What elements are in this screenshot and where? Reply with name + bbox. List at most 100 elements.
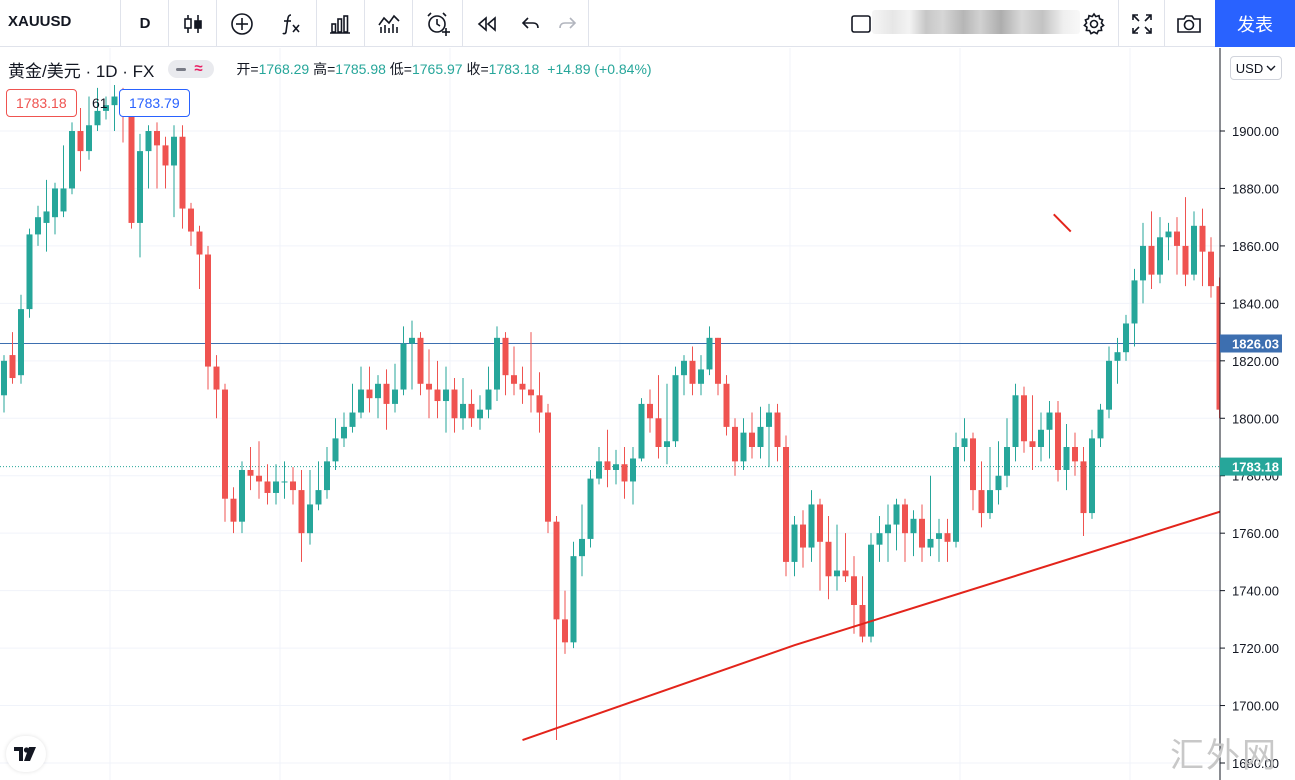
candle	[366, 366, 373, 413]
indicators-button[interactable]	[270, 0, 312, 47]
publish-button[interactable]: 发表	[1215, 0, 1295, 47]
candle-body	[1123, 323, 1129, 353]
interval-button[interactable]: D	[139, 15, 151, 32]
open-label: 开=	[236, 61, 259, 77]
candle	[128, 96, 135, 229]
alarm-add-icon	[427, 11, 450, 36]
candle-body	[1131, 280, 1138, 324]
candle-body	[69, 131, 75, 189]
price-chart[interactable]: 1900.00 1880.00 1860.00 1840.00 1820.00 1800.…	[0, 48, 1295, 780]
axis-tick-label: 1720.00	[1232, 641, 1279, 656]
short-drawn-line[interactable]	[1053, 213, 1072, 233]
high-label: 高=	[313, 61, 336, 77]
candle-body	[1182, 245, 1189, 275]
candle	[800, 510, 806, 568]
close-label: 收=	[466, 61, 489, 77]
candle	[1080, 447, 1087, 537]
snapshot-button[interactable]	[1170, 0, 1208, 47]
legend-symbol-name[interactable]: 黄金/美元 · 1D · FX	[8, 61, 155, 81]
candle-body	[885, 524, 891, 534]
chart-style-button[interactable]	[176, 0, 210, 47]
candle-body	[1106, 360, 1112, 410]
fullscreen-button[interactable]	[1124, 0, 1160, 47]
candle	[307, 469, 313, 545]
candle	[766, 403, 772, 468]
candle-body	[341, 426, 347, 439]
candle-body	[1174, 231, 1180, 246]
toolbar-divider	[1118, 0, 1119, 47]
candle-body	[859, 605, 866, 637]
candle-body	[570, 556, 577, 643]
candle	[392, 363, 398, 413]
candle	[613, 449, 619, 485]
candle	[332, 418, 339, 470]
candle-body	[137, 151, 143, 223]
candle-body	[638, 403, 645, 459]
redo-button[interactable]	[550, 0, 584, 47]
settings-button[interactable]	[1076, 0, 1112, 47]
candle	[290, 467, 296, 505]
replay-button[interactable]	[470, 0, 504, 47]
candle	[545, 403, 551, 534]
candle	[1063, 424, 1070, 491]
candle	[1157, 217, 1163, 284]
undo-button[interactable]	[514, 0, 548, 47]
candle-body	[205, 254, 211, 367]
alert-button[interactable]	[418, 0, 458, 47]
axis-tick-label: 1820.00	[1232, 354, 1279, 369]
candle	[749, 412, 755, 459]
candle-body	[485, 389, 492, 410]
candles-icon	[184, 14, 202, 33]
candle-body	[1089, 438, 1095, 514]
candle-body	[927, 538, 934, 548]
candle-body	[1021, 395, 1027, 442]
candle	[791, 515, 798, 577]
candle-body	[1191, 225, 1197, 275]
candle	[1114, 337, 1121, 384]
layout-button[interactable]	[843, 0, 879, 47]
candle-body	[511, 375, 517, 384]
currency-selector[interactable]: USD	[1230, 56, 1282, 80]
candle	[638, 398, 645, 462]
financials-button[interactable]	[322, 0, 358, 47]
drawings-layer[interactable]	[522, 213, 1271, 741]
candle-body	[851, 576, 857, 605]
candle	[927, 475, 934, 557]
trend-line[interactable]	[522, 494, 1271, 741]
candle	[885, 504, 891, 562]
legend-toggle-pill[interactable]: ≈	[168, 60, 215, 78]
buy-price-button[interactable]: 1783.79	[119, 89, 190, 117]
open-value: 1768.29	[258, 61, 310, 77]
candle-body	[179, 136, 186, 209]
tradingview-logo[interactable]	[6, 736, 46, 772]
axis-tick-label: 1900.00	[1232, 124, 1279, 139]
candle-body	[732, 426, 738, 462]
candle-body	[451, 389, 458, 419]
candle	[681, 355, 687, 396]
candle	[1046, 401, 1053, 459]
templates-button[interactable]	[370, 0, 408, 47]
candle	[536, 372, 543, 433]
candle-body	[672, 375, 679, 442]
candle-body	[740, 432, 747, 462]
candle-body	[664, 441, 670, 447]
sell-price-button[interactable]: 1783.18	[6, 89, 77, 117]
candle-body	[324, 461, 330, 491]
chart-grid	[0, 48, 1220, 780]
compare-button[interactable]	[224, 0, 260, 47]
candle	[281, 461, 288, 499]
candle-body	[86, 125, 92, 152]
candle-body	[383, 383, 390, 404]
candle	[655, 375, 662, 459]
candle-body	[579, 538, 585, 557]
candle	[1055, 401, 1061, 482]
candle	[111, 85, 118, 131]
symbol-search-button[interactable]: XAUUSD	[8, 13, 72, 30]
price-axis[interactable]: 1900.00 1880.00 1860.00 1840.00 1820.00 1800.…	[1219, 48, 1295, 780]
candle-body	[1004, 447, 1010, 476]
candle	[596, 447, 602, 485]
candle-body	[264, 481, 271, 493]
candle-body	[196, 231, 203, 255]
candle	[851, 556, 857, 634]
candle-body	[910, 518, 917, 534]
